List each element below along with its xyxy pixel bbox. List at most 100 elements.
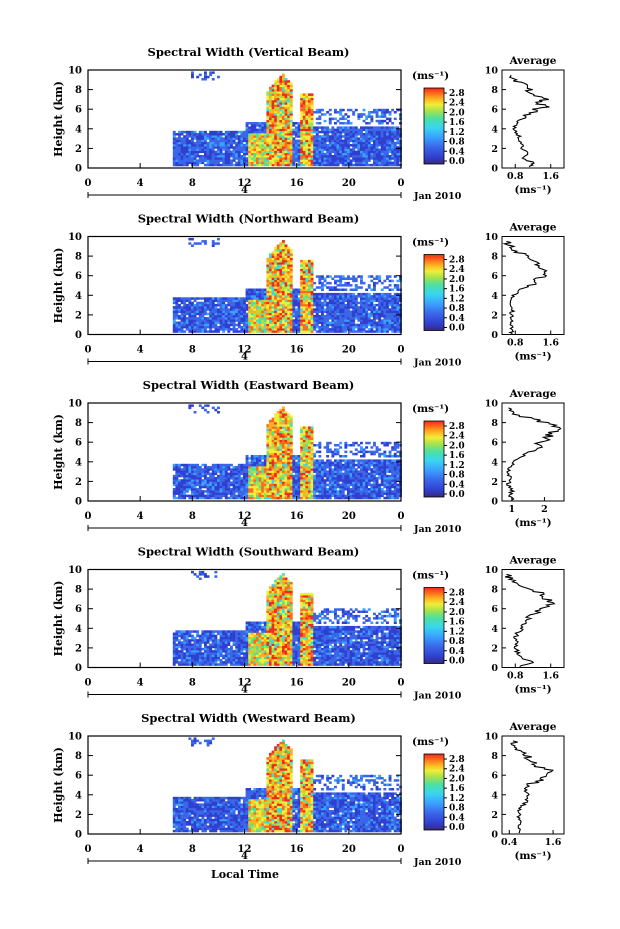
heatmap-cell — [282, 457, 285, 460]
heatmap-cell — [253, 141, 257, 145]
average-line — [508, 74, 550, 168]
heatmap-cell — [334, 141, 337, 145]
heatmap-cell — [323, 310, 327, 313]
colorbar-unit: (ms⁻¹) — [412, 237, 449, 249]
heatmap-cell — [313, 126, 317, 129]
heatmap-cell — [274, 328, 278, 331]
heatmap-cell — [193, 141, 197, 145]
heatmap-cell — [219, 492, 223, 495]
heatmap-cell — [347, 292, 350, 296]
heatmap-cell — [198, 477, 202, 480]
heatmap-cell — [308, 310, 311, 313]
heatmap-cell — [308, 275, 311, 278]
heatmap-cell — [235, 468, 239, 471]
heatmap-cell — [274, 461, 278, 465]
average-y-tick-label: 8 — [491, 252, 498, 263]
heatmap-cell — [315, 133, 319, 136]
heatmap-cell — [274, 450, 278, 454]
heatmap-cell — [297, 468, 301, 471]
heatmap-cell — [261, 295, 265, 298]
heatmap-cell — [344, 308, 348, 311]
heatmap-cell — [245, 144, 249, 147]
heatmap-cell — [347, 139, 350, 143]
heatmap-cell — [269, 468, 272, 471]
heatmap-cell — [224, 466, 228, 469]
heatmap-cell — [183, 161, 187, 165]
heatmap-cell — [240, 328, 244, 331]
heatmap-cell — [284, 275, 288, 278]
heatmap-cell — [287, 264, 291, 267]
heatmap-cell — [269, 97, 272, 101]
heatmap-cell — [336, 323, 340, 327]
heatmap-cell — [365, 146, 369, 149]
heatmap-cell — [391, 144, 395, 147]
heatmap-cell — [289, 286, 293, 289]
heatmap-cell — [248, 312, 252, 316]
heatmap-cell — [282, 148, 285, 151]
heatmap-cell — [250, 455, 254, 458]
heatmap-cell — [308, 284, 311, 287]
heatmap-cell — [292, 463, 296, 467]
heatmap-cell — [201, 141, 205, 145]
heatmap-cell — [341, 159, 345, 162]
heatmap-cell — [362, 119, 366, 123]
heatmap-cell — [279, 262, 283, 265]
heatmap-cell — [185, 130, 189, 134]
heatmap-cell — [230, 481, 233, 484]
heatmap-cell — [214, 488, 218, 491]
heatmap-cell — [380, 314, 384, 318]
heatmap-cell — [388, 312, 392, 316]
heatmap-cell — [250, 468, 254, 471]
heatmap-cell — [300, 273, 304, 276]
heatmap-cell — [367, 328, 371, 331]
heatmap-cell — [328, 150, 332, 154]
heatmap-cell — [243, 303, 246, 307]
heatmap-cell — [388, 163, 392, 167]
heatmap-cell — [172, 321, 176, 324]
heatmap-cell — [266, 137, 270, 140]
heatmap-cell — [250, 133, 254, 136]
heatmap-cell — [274, 466, 278, 469]
heatmap-cell — [326, 319, 330, 322]
heatmap-cell — [271, 95, 275, 99]
heatmap-cell — [362, 325, 366, 329]
heatmap-cell — [308, 273, 311, 276]
heatmap-cell — [256, 297, 259, 300]
heatmap-cell — [344, 281, 348, 285]
heatmap-cell — [261, 325, 265, 329]
heatmap-cell — [185, 483, 189, 487]
heatmap-cell — [326, 139, 330, 143]
heatmap-cell — [204, 159, 207, 162]
heatmap-cell — [253, 463, 257, 467]
x-tick-label: 0 — [398, 345, 405, 356]
heatmap-cell — [302, 161, 306, 165]
heatmap-cell — [305, 157, 309, 160]
heatmap-cell — [193, 155, 197, 158]
average-y-tick-label: 2 — [491, 310, 498, 321]
heatmap-cell — [222, 146, 226, 149]
heatmap-cell — [222, 323, 226, 327]
heatmap-cell — [269, 310, 272, 313]
heatmap-cell — [396, 323, 400, 327]
heatmap-cell — [227, 466, 231, 469]
heatmap-cell — [328, 139, 332, 143]
heatmap-cell — [211, 163, 215, 167]
heatmap-cell — [347, 137, 350, 140]
heatmap-cell — [279, 130, 283, 134]
heatmap-cell — [391, 323, 395, 327]
heatmap-cell — [289, 97, 293, 101]
heatmap-cell — [172, 161, 176, 165]
heatmap-cell — [295, 488, 298, 491]
heatmap-cell — [339, 130, 343, 134]
heatmap-cell — [217, 485, 220, 489]
heatmap-cell — [336, 292, 340, 296]
heatmap-cell — [308, 93, 311, 96]
heatmap-cell — [287, 97, 291, 101]
heatmap-cell — [284, 319, 288, 322]
heatmap-cell — [378, 295, 382, 298]
heatmap-cell — [284, 450, 288, 454]
heatmap-cell — [248, 146, 252, 149]
heatmap-cell — [396, 161, 400, 165]
heatmap-cell — [214, 490, 218, 493]
heatmap-cell — [183, 472, 187, 476]
